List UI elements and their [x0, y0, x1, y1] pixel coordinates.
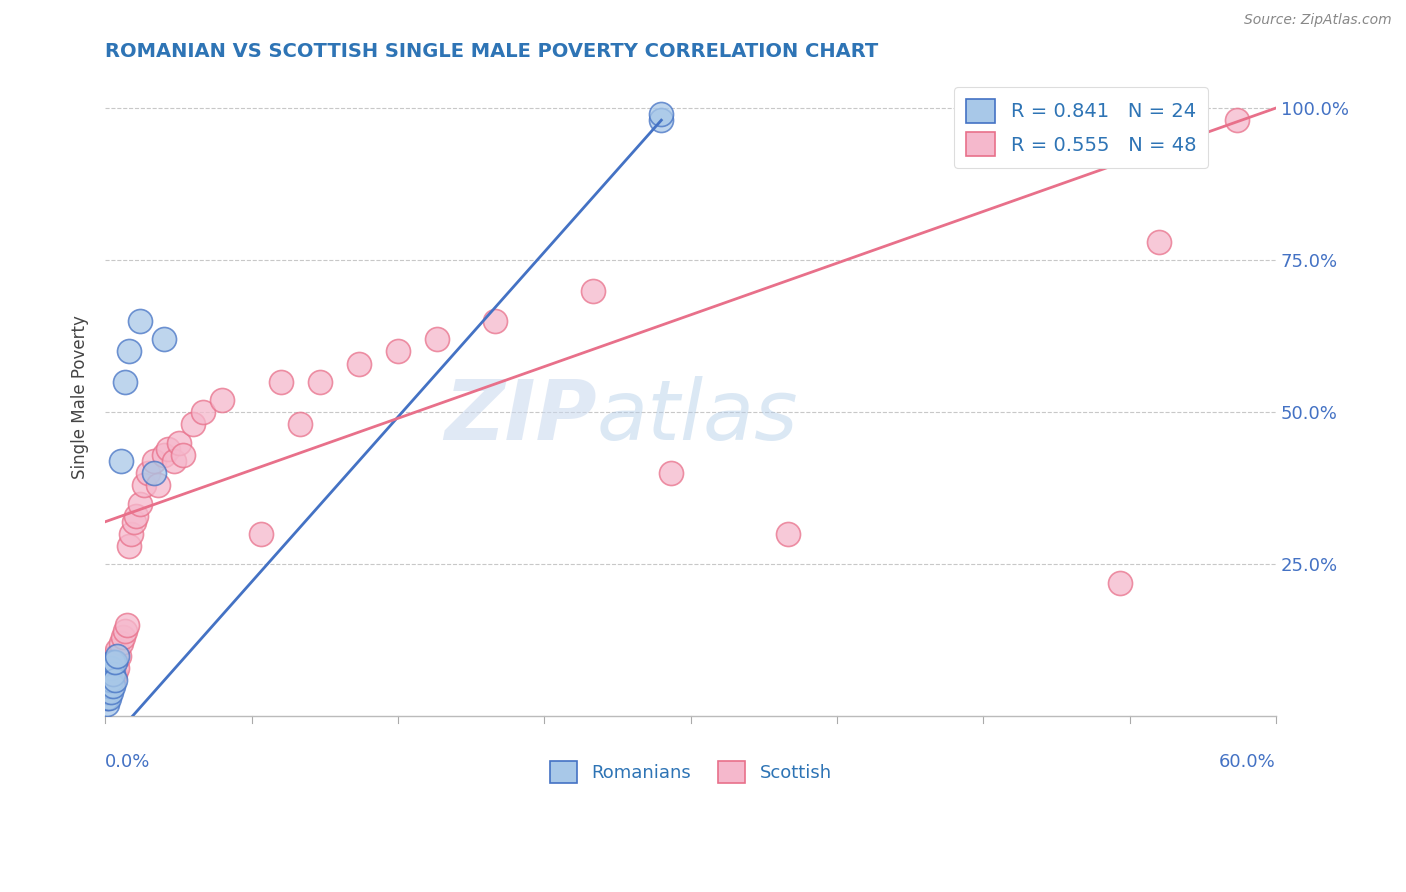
Point	[129, 496, 152, 510]
Y-axis label: Single Male Poverty: Single Male Poverty	[72, 315, 89, 479]
Legend: Romanians, Scottish: Romanians, Scottish	[543, 754, 839, 790]
Point	[211, 393, 233, 408]
Point	[778, 527, 800, 541]
Point	[115, 618, 138, 632]
Point	[290, 417, 312, 432]
Point	[100, 661, 122, 675]
Point	[96, 698, 118, 712]
Point	[98, 661, 121, 675]
Point	[143, 466, 166, 480]
Point	[104, 655, 127, 669]
Point	[100, 685, 122, 699]
Point	[110, 454, 132, 468]
Text: 60.0%: 60.0%	[1219, 753, 1277, 771]
Point	[96, 679, 118, 693]
Point	[104, 673, 127, 687]
Point	[1108, 575, 1130, 590]
Point	[582, 284, 605, 298]
Point	[162, 454, 184, 468]
Point	[98, 685, 121, 699]
Point	[650, 107, 672, 121]
Point	[129, 314, 152, 328]
Point	[152, 448, 174, 462]
Point	[117, 344, 139, 359]
Point	[101, 673, 124, 687]
Point	[124, 515, 146, 529]
Point	[98, 691, 121, 706]
Point	[96, 691, 118, 706]
Point	[114, 375, 136, 389]
Point	[172, 448, 194, 462]
Point	[347, 357, 370, 371]
Point	[387, 344, 409, 359]
Point	[426, 332, 449, 346]
Point	[100, 673, 122, 687]
Point	[134, 478, 156, 492]
Point	[650, 113, 672, 128]
Point	[96, 685, 118, 699]
Point	[104, 666, 127, 681]
Point	[98, 673, 121, 687]
Text: ZIP: ZIP	[444, 376, 598, 457]
Point	[250, 527, 273, 541]
Point	[96, 691, 118, 706]
Point	[100, 679, 122, 693]
Point	[181, 417, 204, 432]
Point	[191, 405, 214, 419]
Point	[108, 648, 131, 663]
Point	[110, 636, 132, 650]
Text: 0.0%: 0.0%	[105, 753, 150, 771]
Point	[1226, 113, 1249, 128]
Point	[101, 679, 124, 693]
Point	[146, 478, 169, 492]
Point	[101, 655, 124, 669]
Text: atlas: atlas	[598, 376, 799, 457]
Point	[152, 332, 174, 346]
Point	[111, 631, 134, 645]
Point	[114, 624, 136, 639]
Point	[98, 679, 121, 693]
Text: Source: ZipAtlas.com: Source: ZipAtlas.com	[1244, 13, 1392, 28]
Point	[100, 661, 122, 675]
Point	[484, 314, 506, 328]
Point	[117, 539, 139, 553]
Point	[156, 442, 179, 456]
Point	[659, 466, 682, 480]
Text: ROMANIAN VS SCOTTISH SINGLE MALE POVERTY CORRELATION CHART: ROMANIAN VS SCOTTISH SINGLE MALE POVERTY…	[105, 42, 879, 61]
Point	[308, 375, 330, 389]
Point	[143, 454, 166, 468]
Point	[125, 508, 148, 523]
Point	[104, 648, 127, 663]
Point	[105, 661, 128, 675]
Point	[1147, 235, 1170, 249]
Point	[169, 435, 191, 450]
Point	[98, 666, 121, 681]
Point	[136, 466, 159, 480]
Point	[101, 655, 124, 669]
Point	[105, 648, 128, 663]
Point	[270, 375, 292, 389]
Point	[101, 666, 124, 681]
Point	[105, 642, 128, 657]
Point	[120, 527, 142, 541]
